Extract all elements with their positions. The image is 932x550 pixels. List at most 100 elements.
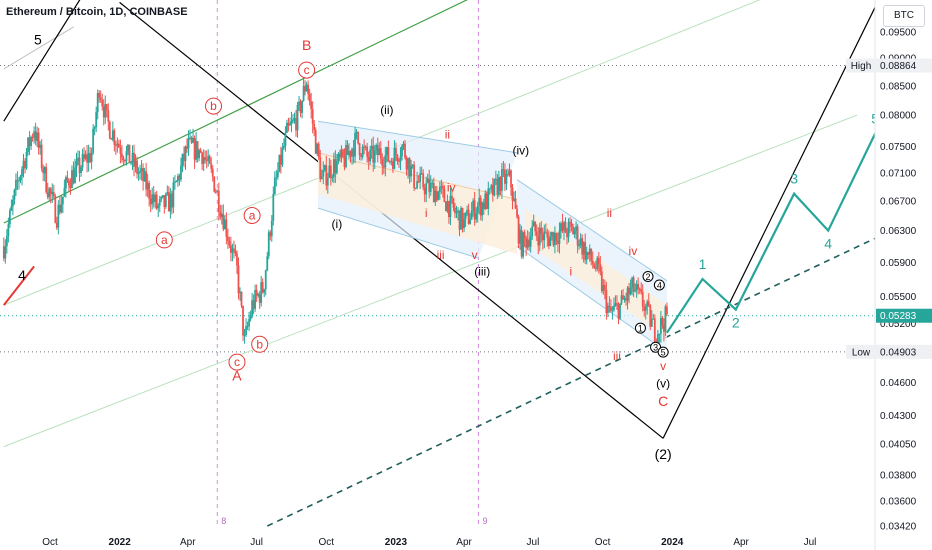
candle-body (255, 289, 258, 296)
candle-body (638, 288, 641, 290)
channel-2-top (516, 179, 668, 282)
candle-body (51, 191, 54, 195)
wave-label: i (569, 265, 572, 279)
candle-body (420, 173, 423, 175)
candle-body (393, 148, 396, 169)
low-price-tag-bg (876, 344, 932, 359)
candle-body (264, 270, 267, 290)
candle-body (77, 157, 79, 162)
wave-label: iii (613, 349, 621, 363)
candle-body (164, 194, 167, 207)
candle-body (588, 248, 591, 255)
candle-body (446, 201, 449, 212)
candle-body (319, 157, 322, 180)
wave-label: (ii) (380, 103, 393, 117)
candle-body (614, 303, 617, 307)
candle-body (54, 196, 57, 223)
candle-body (555, 233, 558, 242)
candle-body (187, 137, 190, 149)
candle-body (339, 153, 341, 158)
y-tick-label: 0.07100 (880, 168, 917, 179)
candle-body (267, 232, 270, 257)
wave-label-circled: 1 (638, 324, 643, 334)
candle-body (485, 193, 488, 209)
candle-body (435, 190, 438, 201)
candle-body (541, 234, 544, 241)
candle-body (354, 132, 356, 157)
candle-body (281, 148, 284, 165)
candle-body (48, 188, 51, 198)
candle-body (183, 153, 185, 161)
y-tick-label: 0.05500 (880, 292, 917, 303)
candle-body (432, 183, 435, 203)
candle-body (316, 143, 319, 154)
candle-body (387, 147, 390, 162)
candle-body (499, 177, 502, 191)
projection-wave-label: 4 (824, 236, 832, 252)
currency-button[interactable]: BTC (883, 5, 925, 27)
candle-body (287, 122, 290, 126)
candle-body (573, 230, 576, 235)
candle-body (634, 290, 637, 292)
candle-body (310, 101, 313, 110)
candle-body (121, 153, 123, 158)
candle-body (472, 200, 475, 211)
candle-body (478, 197, 481, 206)
candle-body (396, 155, 399, 161)
candle-body (58, 204, 61, 213)
candle-body (101, 100, 104, 107)
current-price-tag-bg (876, 308, 932, 323)
candle-body (461, 208, 464, 229)
wave-label-circled: a (249, 208, 256, 222)
candle-body (189, 137, 191, 139)
candle-body (117, 143, 120, 148)
candle-body (625, 298, 627, 301)
candle-body (64, 177, 67, 189)
candle-body (295, 118, 297, 131)
candle-body (584, 242, 587, 260)
candle-body (355, 131, 358, 133)
candle-body (252, 300, 255, 309)
candle-body (473, 200, 476, 220)
candle-body (497, 177, 500, 195)
pitchfork-median-line (3, 0, 468, 224)
candle-body (16, 180, 19, 182)
candle-body (304, 86, 306, 92)
candle-body (484, 193, 487, 209)
candle-body (448, 201, 450, 218)
candle-body (444, 201, 447, 212)
candle-body (351, 148, 353, 157)
candle-body (276, 171, 279, 178)
candle-body (335, 160, 338, 174)
candle-body (631, 277, 634, 288)
candle-body (113, 130, 116, 145)
time-axis-panel (0, 538, 875, 550)
y-tick-label: 0.08500 (880, 81, 917, 92)
candle-body (317, 143, 320, 158)
candle-body (666, 306, 668, 315)
candle-body (170, 193, 173, 208)
candle-body (413, 164, 416, 188)
candle-body (561, 223, 564, 231)
low-price-tag-value: 0.04903 (880, 347, 917, 358)
candle-body (130, 162, 132, 164)
candle-body (78, 157, 81, 174)
candle-body (410, 166, 412, 177)
candle-body (566, 232, 568, 238)
candle-body (438, 186, 441, 192)
wave-label-circle (251, 335, 269, 353)
channel-2-bottom (516, 245, 668, 353)
candle-body (488, 188, 491, 190)
candle-body (204, 157, 207, 160)
candle-body (230, 245, 232, 253)
candle-body (494, 178, 497, 180)
candle-body (611, 309, 614, 311)
candle-body (211, 168, 214, 177)
candle-body (546, 232, 549, 238)
trendline-up-right (662, 6, 876, 439)
high-price-tag-value: 0.08864 (880, 61, 917, 72)
candle-body (616, 303, 618, 305)
channel-1-top (317, 120, 518, 154)
candle-body (18, 180, 20, 182)
